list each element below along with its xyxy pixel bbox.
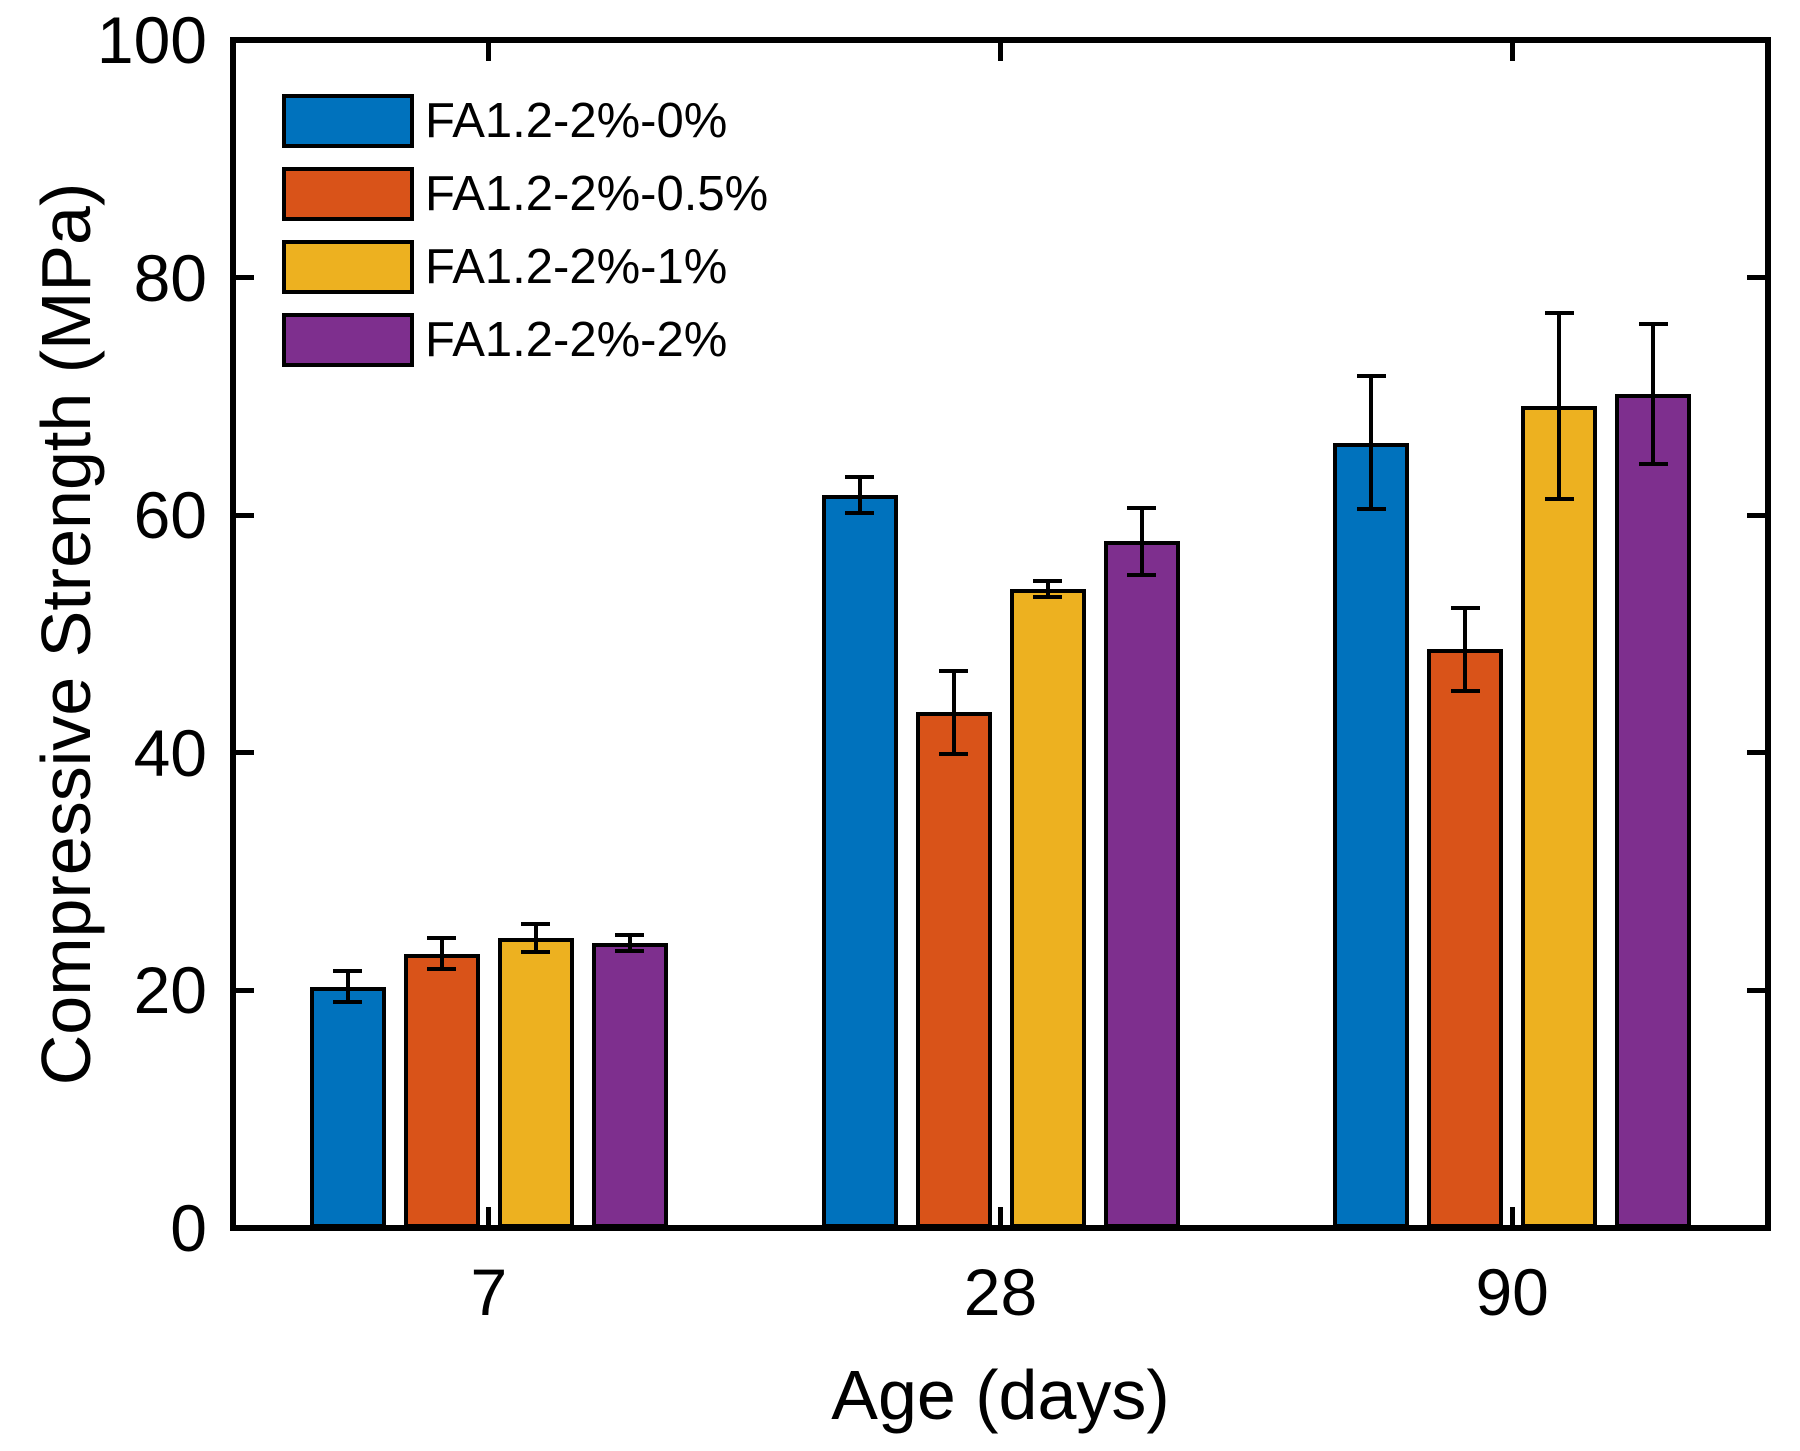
error-bar-FA1.2-2%-0.5%-28d [951, 670, 956, 754]
error-cap-bottom-FA1.2-2%-1%-28d [1033, 595, 1062, 600]
error-cap-bottom-FA1.2-2%-1%-90d [1544, 496, 1574, 501]
y-tick-left-20 [236, 987, 254, 993]
error-cap-top-FA1.2-2%-1%-90d [1544, 311, 1574, 316]
error-cap-top-FA1.2-2%-1%-7d [521, 921, 551, 926]
x-tick-label-90: 90 [1475, 1255, 1549, 1329]
error-cap-bottom-FA1.2-2%-0.5%-7d [427, 967, 457, 972]
error-cap-bottom-FA1.2-2%-0.5%-28d [939, 751, 968, 756]
bar-FA1.2-2%-0%-28d [821, 495, 898, 1228]
error-cap-top-FA1.2-2%-1%-28d [1033, 578, 1062, 583]
error-cap-bottom-FA1.2-2%-0%-90d [1356, 507, 1386, 512]
error-cap-bottom-FA1.2-2%-1%-7d [521, 950, 551, 955]
error-cap-top-FA1.2-2%-2%-90d [1638, 321, 1668, 326]
error-cap-bottom-FA1.2-2%-0%-7d [333, 1000, 363, 1005]
y-tick-right-40 [1747, 750, 1765, 756]
error-cap-top-FA1.2-2%-0.5%-28d [939, 668, 968, 673]
error-cap-bottom-FA1.2-2%-2%-7d [615, 949, 645, 954]
legend-swatch-FA1.2-2%-0.5% [282, 167, 414, 221]
y-tick-label-100: 100 [96, 3, 207, 77]
error-cap-bottom-FA1.2-2%-2%-28d [1127, 572, 1156, 577]
legend-label-FA1.2-2%-0.5%: FA1.2-2%-0.5% [425, 167, 769, 221]
error-bar-FA1.2-2%-1%-7d [533, 923, 538, 953]
bar-FA1.2-2%-0%-7d [309, 986, 386, 1228]
bar-FA1.2-2%-0.5%-90d [1427, 649, 1504, 1228]
y-tick-label-40: 40 [133, 715, 207, 790]
bar-FA1.2-2%-1%-90d [1521, 405, 1598, 1228]
legend-label-FA1.2-2%-1%: FA1.2-2%-1% [425, 240, 728, 294]
error-cap-top-FA1.2-2%-2%-7d [615, 932, 645, 937]
error-bar-FA1.2-2%-0%-90d [1369, 376, 1374, 510]
x-tick-top-7 [486, 43, 492, 61]
y-tick-label-80: 80 [133, 240, 207, 315]
error-bar-FA1.2-2%-2%-7d [627, 934, 632, 952]
error-bar-FA1.2-2%-2%-28d [1139, 508, 1144, 575]
x-tick-top-28 [998, 43, 1003, 61]
error-bar-FA1.2-2%-1%-28d [1045, 580, 1050, 598]
error-bar-FA1.2-2%-1%-90d [1557, 313, 1562, 499]
y-tick-left-40 [236, 750, 254, 756]
error-bar-FA1.2-2%-2%-90d [1651, 323, 1656, 465]
x-tick-label-28: 28 [963, 1255, 1038, 1329]
bar-FA1.2-2%-2%-7d [591, 942, 668, 1228]
legend-swatch-FA1.2-2%-0% [282, 94, 414, 148]
y-tick-left-60 [236, 512, 254, 518]
bar-FA1.2-2%-0%-90d [1333, 442, 1410, 1228]
y-tick-right-80 [1747, 275, 1765, 281]
error-bar-FA1.2-2%-0%-7d [345, 971, 350, 1003]
x-tick-bottom-28 [998, 1207, 1003, 1225]
y-tick-left-80 [236, 275, 254, 281]
error-cap-top-FA1.2-2%-0%-28d [845, 475, 874, 480]
error-cap-top-FA1.2-2%-0%-90d [1356, 374, 1386, 379]
error-cap-top-FA1.2-2%-0%-7d [333, 969, 363, 974]
y-tick-label-0: 0 [170, 1191, 207, 1265]
error-bar-FA1.2-2%-0%-28d [857, 477, 862, 513]
bar-FA1.2-2%-2%-90d [1615, 394, 1692, 1228]
error-cap-top-FA1.2-2%-0.5%-90d [1450, 605, 1480, 610]
bar-FA1.2-2%-1%-28d [1009, 588, 1086, 1228]
x-tick-top-90 [1509, 43, 1515, 61]
bar-FA1.2-2%-0.5%-28d [915, 712, 992, 1228]
legend-label-FA1.2-2%-2%: FA1.2-2%-2% [425, 313, 728, 367]
error-cap-top-FA1.2-2%-0.5%-7d [427, 936, 457, 941]
y-tick-label-60: 60 [133, 478, 207, 553]
error-cap-top-FA1.2-2%-2%-28d [1127, 506, 1156, 511]
error-bar-FA1.2-2%-0.5%-7d [439, 938, 444, 969]
y-tick-right-60 [1747, 512, 1765, 518]
error-cap-bottom-FA1.2-2%-0%-28d [845, 510, 874, 515]
error-cap-bottom-FA1.2-2%-2%-90d [1638, 462, 1668, 467]
legend-swatch-FA1.2-2%-1% [282, 240, 414, 294]
y-tick-right-20 [1747, 987, 1765, 993]
x-tick-bottom-7 [486, 1207, 492, 1225]
bar-FA1.2-2%-1%-7d [497, 938, 574, 1228]
error-bar-FA1.2-2%-0.5%-90d [1463, 607, 1468, 692]
bar-FA1.2-2%-2%-28d [1103, 541, 1180, 1228]
y-axis-label: Compressive Strength (MPa) [27, 182, 105, 1086]
legend-label-FA1.2-2%-0%: FA1.2-2%-0% [425, 94, 728, 148]
y-tick-label-20: 20 [133, 953, 207, 1028]
x-tick-label-7: 7 [470, 1255, 508, 1329]
x-axis-label: Age (days) [831, 1356, 1170, 1434]
legend-swatch-FA1.2-2%-2% [282, 313, 414, 367]
x-tick-bottom-90 [1509, 1207, 1515, 1225]
bar-FA1.2-2%-0.5%-7d [403, 953, 480, 1228]
error-cap-bottom-FA1.2-2%-0.5%-90d [1450, 689, 1480, 694]
